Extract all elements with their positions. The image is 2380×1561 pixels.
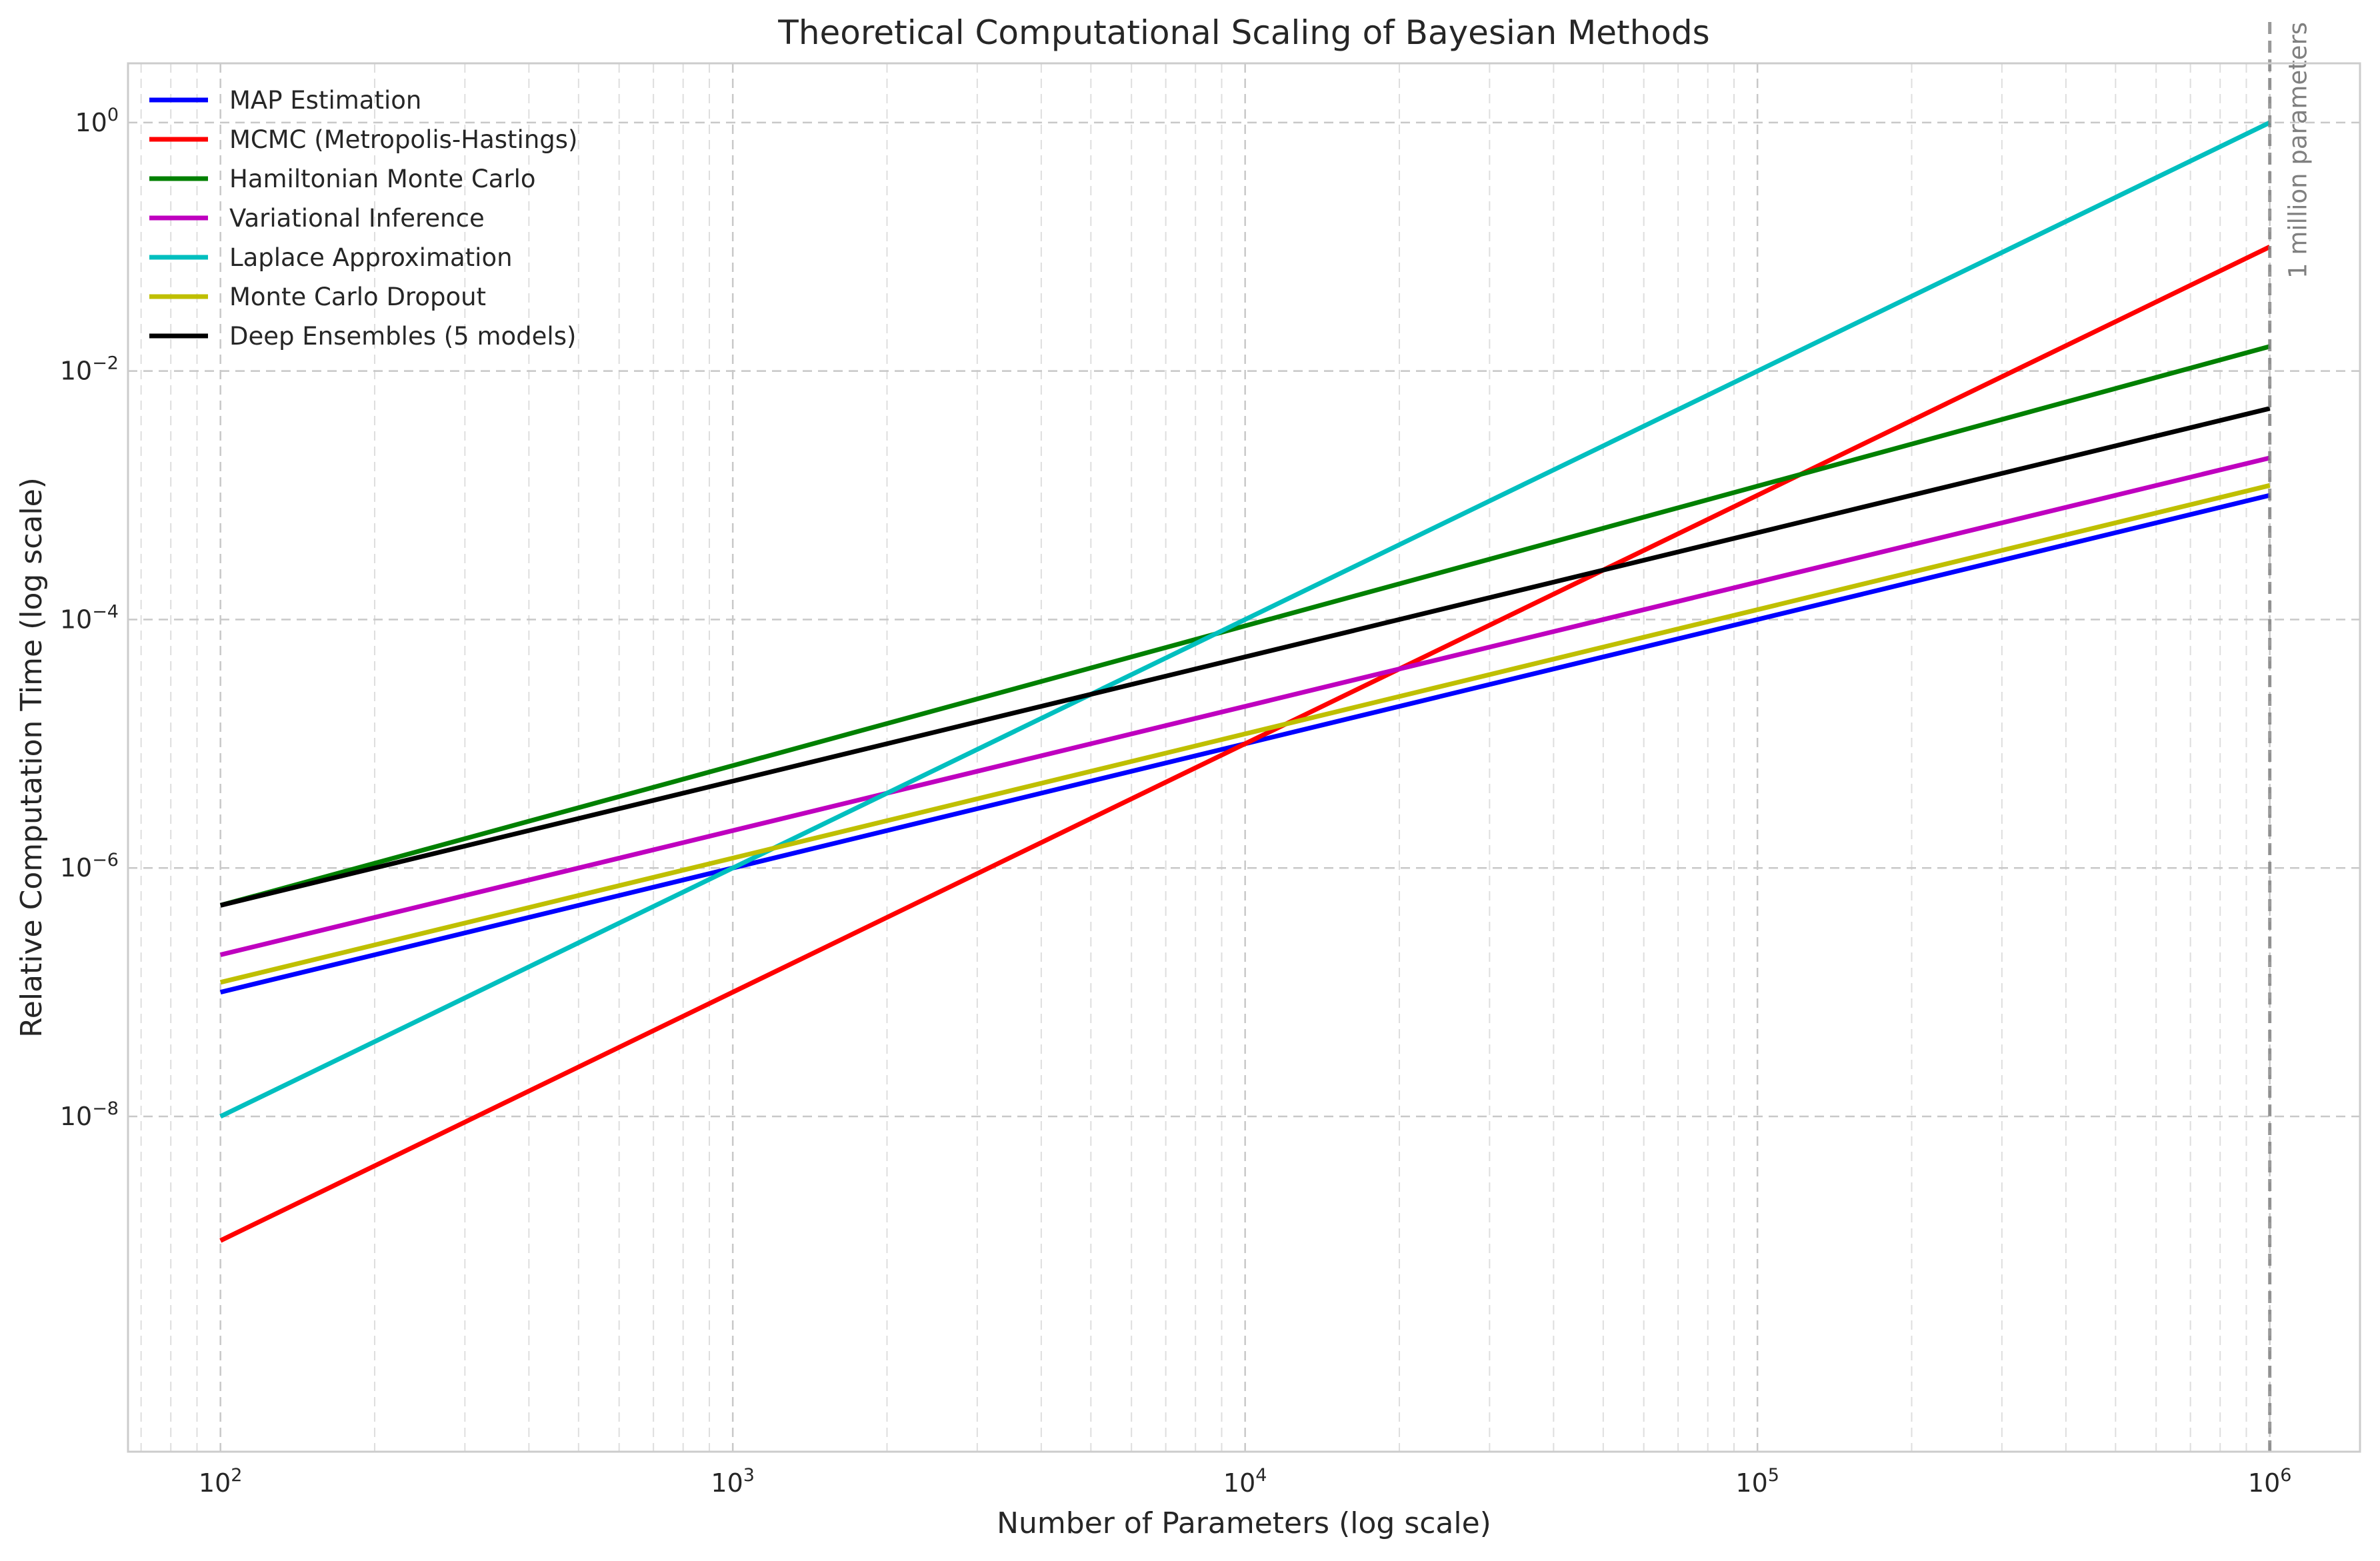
y-tick-label: 10−8 — [60, 1098, 119, 1131]
legend-label: Monte Carlo Dropout — [229, 283, 486, 311]
legend-label: Deep Ensembles (5 models) — [229, 322, 576, 351]
series-line-7 — [219, 406, 2271, 908]
legend-label: MCMC (Metropolis-Hastings) — [229, 125, 577, 154]
series-line-2 — [219, 245, 2271, 1243]
series-line-5 — [219, 120, 2271, 1119]
legend-label: Laplace Approximation — [229, 243, 513, 272]
legend: MAP Estimation MCMC (Metropolis-Hastings)… — [149, 86, 577, 351]
x-tick-label: 102 — [199, 1465, 243, 1498]
legend-label: MAP Estimation — [229, 86, 421, 115]
x-tick-label: 105 — [1735, 1465, 1779, 1498]
x-tick-label: 104 — [1223, 1465, 1267, 1498]
y-axis-label: Relative Computation Time (log scale) — [15, 477, 49, 1038]
series-line-6 — [219, 483, 2271, 985]
y-tick-label: 100 — [75, 105, 119, 137]
plot-area-frame — [127, 62, 2361, 1453]
chart-title: Theoretical Computational Scaling of Bay… — [777, 13, 1709, 52]
tick-labels: 102 103 104 105 106 100 10−2 10−4 10−6 10−8 — [60, 105, 2292, 1498]
legend-label: Variational Inference — [229, 204, 485, 233]
y-tick-label: 10−2 — [60, 353, 119, 386]
annotations: 1 million parameters — [2268, 22, 2313, 1452]
y-tick-label: 10−6 — [60, 850, 119, 882]
grid — [128, 63, 2360, 1452]
x-tick-label: 103 — [711, 1465, 755, 1498]
y-tick-label: 10−4 — [60, 601, 119, 634]
series-line-4 — [219, 455, 2271, 957]
data-series — [219, 120, 2271, 1243]
series-line-3 — [219, 344, 2271, 908]
million-parameters-annotation: 1 million parameters — [2284, 22, 2313, 279]
legend-label: Hamiltonian Monte Carlo — [229, 165, 536, 193]
x-tick-label: 106 — [2248, 1465, 2292, 1498]
x-axis-label: Number of Parameters (log scale) — [997, 1506, 1491, 1540]
